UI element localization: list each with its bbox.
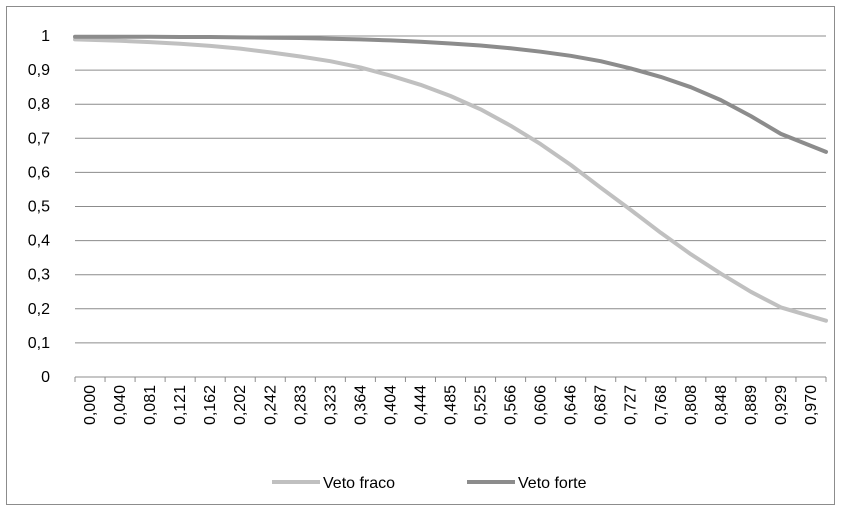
series-line-2 — [73, 34, 828, 154]
x-tick-label: 0,364 — [352, 385, 369, 425]
x-tick-label: 0,242 — [262, 385, 279, 425]
y-tick-label: 0,7 — [28, 130, 50, 147]
x-axis-tick-labels: 0,000 0,040 0,081 0,121 0,162 0,202 0,242 0,283… — [82, 385, 820, 425]
x-tick-label: 0,808 — [683, 385, 700, 425]
x-tick-label: 0,687 — [593, 385, 610, 425]
x-tick-label: 0,283 — [292, 385, 309, 425]
y-tick-label: 1 — [41, 28, 50, 45]
legend: Veto fraco Veto forte — [272, 475, 587, 492]
y-axis-tick-labels: 0 0,1 0,2 0,3 0,4 0,5 0,6 0,7 0,8 0,9 1 — [28, 28, 50, 386]
y-tick-label: 0,1 — [28, 335, 50, 352]
y-tick-label: 0,3 — [28, 267, 50, 284]
series-line-1 — [73, 37, 828, 323]
x-tick-label: 0,162 — [202, 385, 219, 425]
series-lines — [73, 34, 828, 323]
y-tick-label: 0 — [41, 369, 50, 386]
x-tick-label: 0,444 — [412, 385, 429, 425]
x-tick-label: 0,485 — [443, 385, 460, 425]
y-tick-label: 0,5 — [28, 199, 50, 216]
x-axis — [74, 376, 827, 382]
x-tick-label: 0,929 — [773, 385, 790, 425]
gridlines — [75, 35, 826, 378]
x-tick-label: 0,848 — [713, 385, 730, 425]
y-tick-label: 0,4 — [28, 233, 50, 250]
x-tick-label: 0,000 — [82, 385, 99, 425]
y-tick-label: 0,2 — [28, 301, 50, 318]
x-tick-label: 0,768 — [653, 385, 670, 425]
legend-label: Veto fraco — [323, 475, 395, 492]
y-tick-label: 0,8 — [28, 96, 50, 113]
legend-label: Veto forte — [518, 475, 587, 492]
y-tick-label: 0,6 — [28, 164, 50, 181]
x-tick-label: 0,970 — [803, 385, 820, 425]
x-tick-label: 0,202 — [232, 385, 249, 425]
x-tick-label: 0,525 — [473, 385, 490, 425]
y-tick-label: 0,9 — [28, 62, 50, 79]
x-tick-label: 0,606 — [533, 385, 550, 425]
x-tick-label: 0,404 — [382, 385, 399, 425]
x-tick-label: 0,566 — [503, 385, 520, 425]
x-tick-label: 0,646 — [563, 385, 580, 425]
x-tick-label: 0,727 — [623, 385, 640, 425]
x-tick-label: 0,040 — [112, 385, 129, 425]
x-tick-label: 0,121 — [172, 385, 189, 425]
x-tick-label: 0,889 — [743, 385, 760, 425]
x-tick-label: 0,323 — [322, 385, 339, 425]
x-tick-label: 0,081 — [142, 385, 159, 425]
